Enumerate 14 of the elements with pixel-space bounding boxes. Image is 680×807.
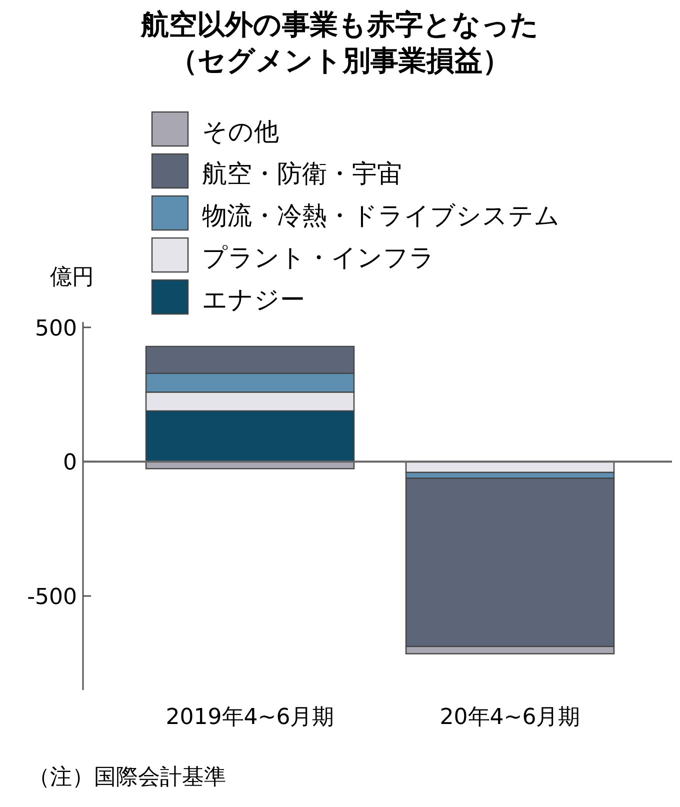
y-axis-title: 億円: [50, 265, 94, 290]
chart-title: 航空以外の事業も赤字となった: [140, 8, 539, 41]
x-tick-label: 20年4~6月期: [440, 705, 580, 730]
legend-label: プラント・インフラ: [202, 243, 435, 272]
y-tick-label: -500: [27, 584, 77, 610]
x-tick-label: 2019年4~6月期: [166, 705, 334, 730]
y-tick-label: 500: [35, 316, 77, 342]
legend-label: エナジー: [202, 285, 305, 314]
text: （注）国際会計基準: [28, 765, 226, 790]
legend-label: 物流・冷熱・ドライブシステム: [202, 201, 560, 230]
legend-label: 航空・防衛・宇宙: [202, 159, 402, 188]
legend-label: その他: [202, 117, 279, 146]
chart-subtitle: （セグメント別事業損益）: [170, 44, 510, 77]
y-tick-label: 0: [63, 450, 77, 476]
